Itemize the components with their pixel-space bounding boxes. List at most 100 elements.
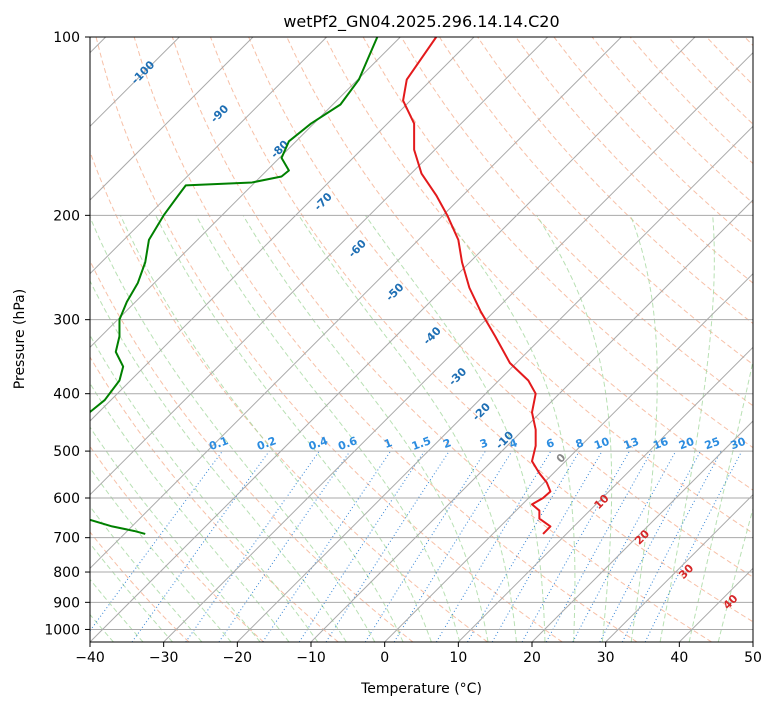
- moist-adiabat: [90, 334, 319, 642]
- moist-adiabat: [298, 215, 517, 642]
- x-tick-label: −40: [75, 650, 105, 666]
- dry-adiabat: [439, 37, 753, 366]
- isotherm-line: [457, 346, 753, 642]
- moist-adiabat: [242, 215, 489, 642]
- isotherm-line: [90, 37, 696, 642]
- isotherm-line: [90, 37, 549, 496]
- mixing-ratio-line: [262, 450, 392, 642]
- y-tick-label: 700: [53, 531, 80, 547]
- mixing-ratio-label: 0.4: [307, 434, 330, 453]
- mixing-ratio-label: 1: [382, 436, 394, 451]
- mixing-ratio-label: 0.1: [207, 434, 230, 453]
- profile-line-2: [90, 37, 379, 414]
- moist-adiabat: [90, 215, 376, 642]
- axes: −40 −30 −20 −10 0 10 20 30 40 5010020030040050060…: [44, 30, 762, 666]
- dry-adiabat: [90, 150, 488, 642]
- moist-adiabat: [688, 358, 753, 642]
- mixing-ratio-line: [364, 450, 486, 642]
- isotherm-line: [90, 37, 328, 275]
- y-tick-label: 400: [53, 387, 80, 403]
- moist-adiabat: [195, 215, 461, 642]
- background-lines: [90, 37, 753, 642]
- x-tick-label: 0: [380, 650, 389, 666]
- x-tick-label: −30: [149, 650, 179, 666]
- isotherm-line: [163, 51, 753, 642]
- isotherm-line: [531, 420, 753, 642]
- isotherm-line: [90, 37, 401, 349]
- mixing-ratio-line: [435, 450, 552, 642]
- profile-line-3: [90, 518, 146, 535]
- mixing-ratio-label: 3: [478, 436, 490, 451]
- mixing-ratio-label: 1.5: [410, 434, 433, 453]
- moist-adiabat: [90, 542, 173, 642]
- y-tick-label: 500: [53, 444, 80, 460]
- x-tick-label: 10: [449, 650, 467, 666]
- mixing-ratio-label: 10: [592, 435, 611, 453]
- profile-line-1: [402, 37, 552, 535]
- moist-adiabat: [90, 505, 203, 642]
- y-tick-label: 800: [53, 565, 80, 581]
- mixing-ratio-label: 6: [544, 436, 556, 451]
- mixing-ratio-label: 0.6: [336, 434, 359, 453]
- dry-adiabat: [515, 37, 753, 284]
- mixing-ratio-line: [185, 450, 320, 642]
- y-tick-label: 200: [53, 208, 80, 224]
- x-tick-label: −10: [296, 650, 326, 666]
- x-tick-label: 30: [597, 650, 615, 666]
- isotherm-line: [384, 272, 753, 642]
- chart-title: wetPf2_GN04.2025.296.14.14.C20: [283, 12, 559, 32]
- dry-adiabat: [95, 37, 563, 642]
- x-axis-title: Temperature (°C): [360, 681, 482, 697]
- dry-adiabat: [400, 37, 753, 407]
- moist-adiabat: [155, 215, 432, 642]
- dry-adiabat: [90, 356, 339, 642]
- moist-adiabat: [364, 215, 546, 642]
- moist-adiabat: [90, 578, 144, 642]
- mixing-ratio-label: 8: [574, 436, 586, 451]
- mixing-ratio-line: [393, 450, 513, 642]
- y-tick-label: 600: [53, 491, 80, 507]
- moist-adiabat: [536, 215, 613, 642]
- isotherm-line: [310, 199, 753, 642]
- mixing-ratio-label: 4: [508, 436, 520, 451]
- mixing-ratio-label: 25: [703, 435, 722, 452]
- x-tick-label: 40: [670, 650, 688, 666]
- plot-frame: [89, 36, 754, 643]
- isotherm-line: [90, 37, 254, 201]
- mixing-ratio-line: [131, 450, 270, 642]
- dry-adiabat: [248, 37, 753, 578]
- mixing-ratio-line: [325, 450, 450, 642]
- dry-adiabat: [133, 37, 638, 642]
- mixing-ratio-line: [644, 450, 743, 642]
- dry-adiabat: [210, 37, 753, 623]
- x-tick-label: 50: [744, 650, 762, 666]
- moist-adiabat: [659, 215, 715, 642]
- dry-adiabat: [324, 37, 753, 491]
- mixing-ratio-label: 0.2: [255, 434, 278, 453]
- mixing-ratio-line: [218, 450, 351, 642]
- mixing-ratio-line: [599, 450, 701, 642]
- y-tick-label: 1000: [44, 622, 80, 638]
- y-tick-label: 900: [53, 595, 80, 611]
- moist-adiabat: [90, 279, 347, 642]
- moist-adiabat: [630, 215, 658, 642]
- mixing-ratio-line: [572, 450, 677, 642]
- moist-adiabat: [90, 426, 261, 642]
- isotherm-line: [90, 37, 475, 422]
- isotherm-line: [90, 37, 622, 570]
- mixing-ratio-label: 16: [651, 435, 670, 453]
- dry-adiabat: [171, 37, 712, 642]
- y-tick-label: 100: [53, 30, 80, 46]
- x-tick-label: −20: [223, 650, 253, 666]
- moist-adiabat: [90, 467, 232, 642]
- isotherm-line: [605, 493, 753, 642]
- mixing-ratio-label: 13: [622, 435, 641, 452]
- y-tick-label: 300: [53, 313, 80, 329]
- y-axis-title: Pressure (hPa): [12, 289, 28, 389]
- dry-adiabat: [90, 445, 264, 642]
- moist-adiabat: [120, 215, 404, 642]
- mixing-ratio-label: 20: [677, 435, 696, 453]
- mixing-ratio-label: 2: [441, 436, 453, 451]
